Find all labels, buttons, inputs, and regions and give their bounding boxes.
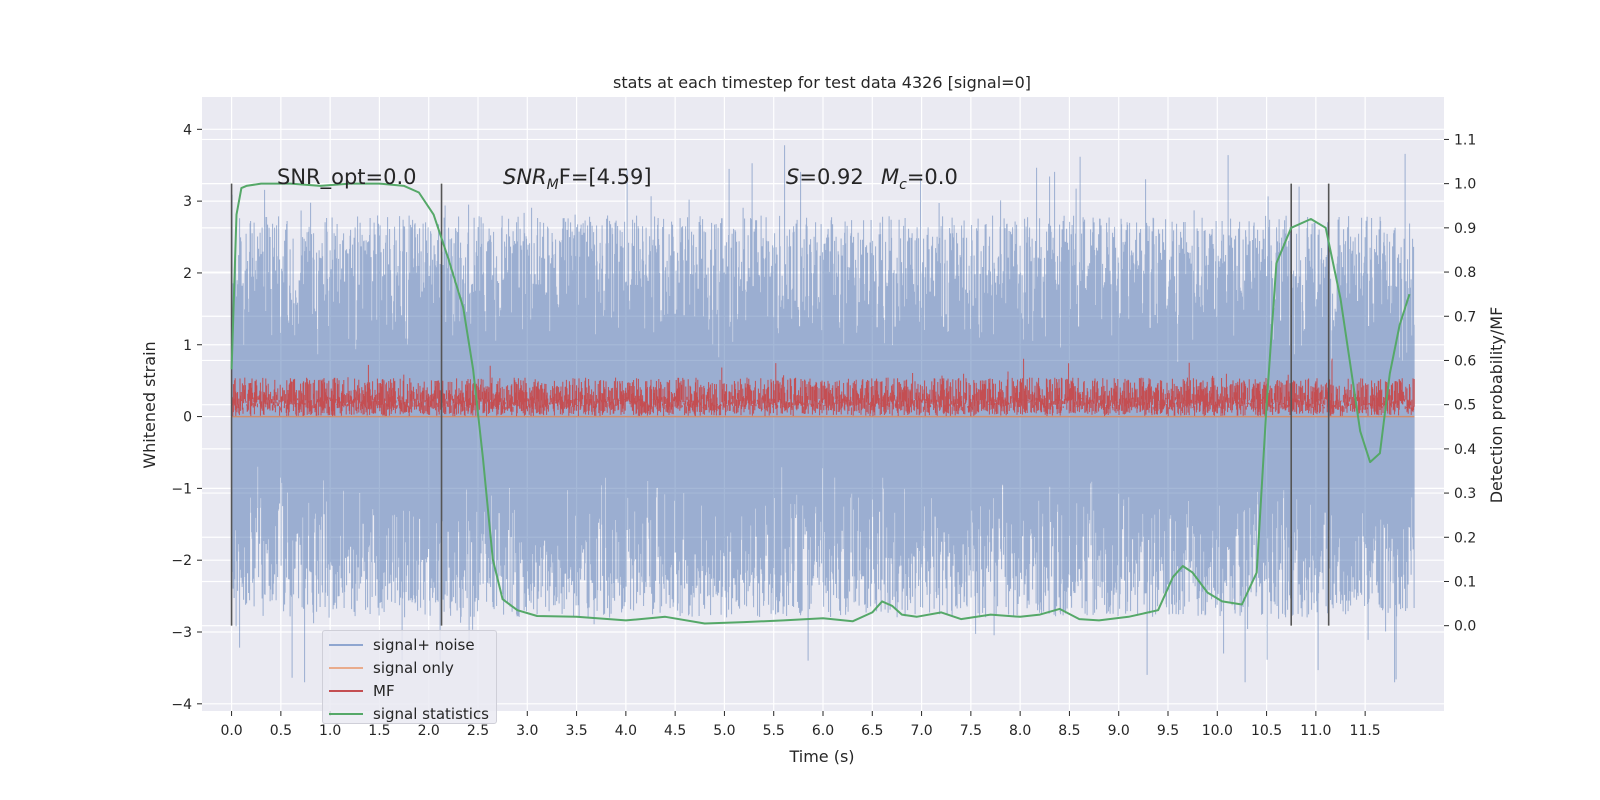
legend-label-signal-only: signal only [373,659,454,677]
y-left-tick-label: 3 [183,194,192,210]
y-left-ticks: 4 3 2 1 0 −1 −2 −3 −4 [171,122,202,713]
y-left-axis-label: Whitened strain [140,341,159,468]
y-right-tick-label: 0.6 [1454,353,1476,369]
legend-label-signal-statistics: signal statistics [373,705,490,723]
y-right-tick-label: 0.8 [1454,265,1476,281]
x-tick-label: 3.5 [565,723,587,739]
vertical-markers [230,183,1330,626]
x-tick-label: 7.5 [960,723,982,739]
y-left-tick-label: −3 [171,625,192,641]
chart-title: stats at each timestep for test data 432… [613,73,1031,92]
x-tick-label: 2.0 [418,723,440,739]
x-tick-label: 10.0 [1202,723,1233,739]
annotation-snr-mf-sub: M [547,177,559,193]
annotation-snr-mf-rest: F=[4.59] [559,165,652,189]
y-right-axis-label: Detection probability/MF [1487,307,1506,504]
x-tick-label: 7.0 [910,723,932,739]
x-tick-label: 1.5 [368,723,390,739]
y-right-ticks: 1.1 1.0 0.9 0.8 0.7 0.6 0.5 0.4 0.3 0.2 0.1 0.0 [1444,132,1476,635]
x-tick-label: 2.5 [467,723,489,739]
legend-item-mf: MF [329,681,395,701]
annotation-snr-opt: SNR_opt=0.0 [277,165,417,190]
annotation-snr-mf: SNRMF=[4.59] [503,165,652,193]
y-right-tick-label: 0.0 [1454,619,1476,635]
y-right-tick-label: 0.7 [1454,309,1476,325]
y-right-tick-label: 0.2 [1454,530,1476,546]
x-tick-label: 11.0 [1300,723,1331,739]
x-tick-label: 8.0 [1009,723,1031,739]
legend: signal+ noise signal only MF signal stat… [322,630,497,724]
y-right-tick-label: 0.9 [1454,221,1476,237]
x-axis-label: Time (s) [788,747,854,766]
x-tick-label: 1.0 [319,723,341,739]
annotation-mc-main: M [881,165,899,189]
y-left-tick-label: 1 [183,338,192,354]
legend-swatch-signal-only [329,667,363,669]
annotation-mc-sub: c [899,177,907,193]
y-left-tick-label: −2 [171,553,192,569]
legend-label-signal-noise: signal+ noise [373,636,475,654]
y-right-tick-label: 0.4 [1454,442,1476,458]
x-tick-label: 5.5 [763,723,785,739]
legend-label-mf: MF [373,682,395,700]
x-ticks: 0.0 0.5 1.0 1.5 2.0 2.5 3.0 3.5 4.0 4.5 5.0 5.5 6.0 6… [220,711,1381,739]
x-tick-label: 4.5 [664,723,686,739]
legend-item-signal-statistics: signal statistics [329,704,489,724]
y-right-tick-label: 1.0 [1454,177,1476,193]
annotation-s-rest: =0.92 [799,165,863,189]
x-tick-label: 3.0 [516,723,538,739]
y-left-tick-label: 4 [183,122,192,138]
legend-swatch-signal-noise [329,644,363,646]
annotation-mc: Mc=0.0 [881,165,958,193]
x-tick-label: 9.5 [1157,723,1179,739]
x-tick-label: 4.0 [615,723,637,739]
y-right-tick-label: 0.5 [1454,398,1476,414]
legend-item-signal-noise: signal+ noise [329,635,475,655]
x-tick-label: 0.5 [270,723,292,739]
x-tick-label: 9.0 [1108,723,1130,739]
legend-swatch-mf [329,690,363,692]
annotation-s-main: S [786,165,799,189]
legend-swatch-signal-statistics [329,713,363,715]
x-tick-label: 5.0 [713,723,735,739]
y-left-tick-label: 0 [183,410,192,426]
signal-statistics-line [230,182,1411,625]
annotation-mc-rest: =0.0 [907,165,958,189]
y-right-tick-label: 0.3 [1454,486,1476,502]
x-tick-label: 6.0 [812,723,834,739]
y-left-tick-label: −4 [171,697,192,713]
x-tick-label: 11.5 [1350,723,1381,739]
x-tick-label: 6.5 [861,723,883,739]
legend-item-signal-only: signal only [329,658,454,678]
y-left-tick-label: −1 [171,481,192,497]
x-tick-label: 10.5 [1251,723,1282,739]
x-tick-label: 0.0 [220,723,242,739]
y-left-tick-label: 2 [183,266,192,282]
y-right-tick-label: 1.1 [1454,132,1476,148]
x-tick-label: 8.5 [1058,723,1080,739]
annotation-s: S=0.92 [786,165,864,189]
y-right-tick-label: 0.1 [1454,574,1476,590]
signal-statistics-series [230,182,1411,625]
annotation-snr-mf-main: SNR [503,165,547,189]
